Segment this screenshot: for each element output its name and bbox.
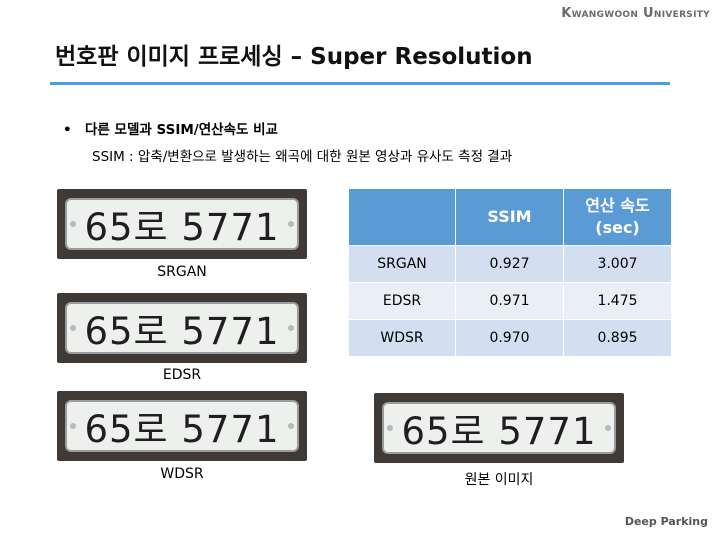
plate-face: 65로 5771 (65, 302, 299, 354)
cell-ssim: 0.970 (455, 319, 564, 356)
plate-face: 65로 5771 (65, 198, 299, 250)
plate-number: 65로 5771 (84, 408, 280, 451)
header-speed-label: 연산 속도 (585, 196, 650, 215)
university-name: Kwangwoon University (561, 6, 710, 21)
table-row: WDSR 0.970 0.895 (349, 319, 671, 356)
plate-bolt-icon (70, 325, 76, 331)
cell-speed: 3.007 (563, 245, 671, 283)
plate-label-srgan: SRGAN (157, 264, 207, 280)
plate-image-srgan: 65로 5771 (57, 189, 307, 259)
comparison-table: SSIM 연산 속도 (sec) SRGAN 0.927 3.007 EDSR … (349, 189, 671, 356)
header-cell-ssim: SSIM (455, 189, 564, 246)
bullet-heading: • 다른 모델과 SSIM/연산속도 비교 (63, 118, 278, 138)
table-header-row: SSIM 연산 속도 (sec) (349, 189, 671, 246)
cell-ssim: 0.927 (455, 245, 564, 283)
plate-bolt-icon (288, 325, 294, 331)
plate-bolt-icon (70, 423, 76, 429)
header-speed-unit: (sec) (595, 218, 640, 237)
plate-image-edsr: 65로 5771 (57, 293, 307, 363)
plate-label-edsr: EDSR (162, 367, 202, 383)
cell-model: EDSR (349, 282, 456, 320)
header-cell-speed: 연산 속도 (sec) (563, 189, 671, 246)
plate-face: 65로 5771 (382, 402, 616, 454)
plate-label-original: 원본 이미지 (464, 472, 534, 488)
plate-number: 65로 5771 (84, 310, 280, 353)
cell-speed: 1.475 (563, 282, 671, 320)
header-cell-empty (349, 189, 456, 246)
plate-bolt-icon (70, 221, 76, 227)
plate-bolt-icon (387, 425, 393, 431)
plate-number: 65로 5771 (84, 206, 280, 249)
bullet-point-icon: • (63, 122, 72, 138)
title-underline (50, 82, 670, 85)
footer-project-name: Deep Parking (624, 515, 708, 528)
plate-bolt-icon (288, 221, 294, 227)
table-row: EDSR 0.971 1.475 (349, 282, 671, 320)
plate-number: 65로 5771 (401, 410, 597, 453)
cell-ssim: 0.971 (455, 282, 564, 320)
cell-model: SRGAN (349, 245, 456, 283)
cell-speed: 0.895 (563, 319, 671, 356)
plate-face: 65로 5771 (65, 400, 299, 452)
plate-image-wdsr: 65로 5771 (57, 391, 307, 461)
plate-bolt-icon (605, 425, 611, 431)
plate-label-wdsr: WDSR (160, 466, 204, 482)
cell-model: WDSR (349, 319, 456, 356)
ssim-description: SSIM : 압축/변환으로 발생하는 왜곡에 대한 원본 영상과 유사도 측정… (92, 149, 513, 165)
bullet-heading-text: 다른 모델과 SSIM/연산속도 비교 (85, 122, 278, 138)
table-row: SRGAN 0.927 3.007 (349, 245, 671, 283)
slide-title: 번호판 이미지 프로세싱 – Super Resolution (55, 44, 533, 70)
plate-bolt-icon (288, 423, 294, 429)
plate-image-original: 65로 5771 (374, 393, 624, 463)
